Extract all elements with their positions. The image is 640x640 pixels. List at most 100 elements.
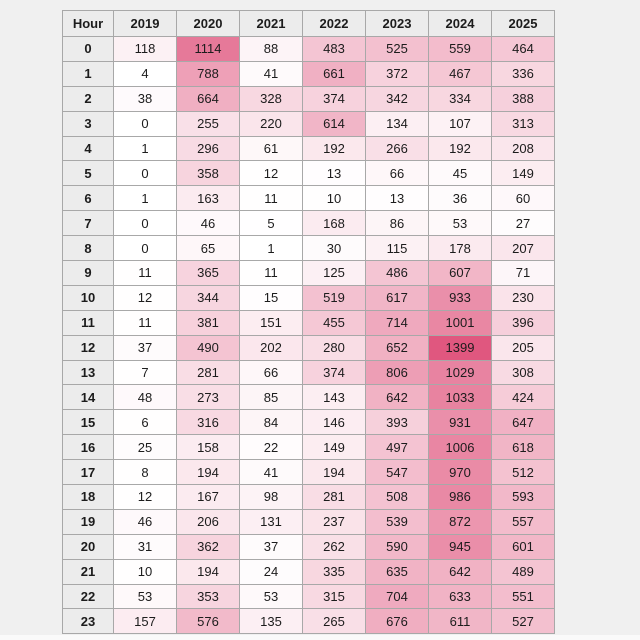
table-cell: 455 <box>302 309 366 336</box>
column-header-year: 2021 <box>239 10 303 37</box>
table-cell: 53 <box>239 583 303 610</box>
table-cell: 265 <box>302 608 366 635</box>
table-cell: 593 <box>491 484 555 510</box>
table-cell: 10 <box>113 558 177 585</box>
table-cell: 46 <box>176 210 240 237</box>
row-header-hour: 8 <box>62 235 114 262</box>
table-cell: 158 <box>176 434 240 461</box>
table-cell: 149 <box>491 160 555 187</box>
table-cell: 168 <box>302 210 366 237</box>
row-header-hour: 23 <box>62 608 114 635</box>
table-cell: 512 <box>491 459 555 486</box>
table-row: 12 37 490 202 280 652 1399 205 <box>62 334 555 361</box>
table-cell: 618 <box>491 434 555 461</box>
table-cell: 704 <box>365 583 429 610</box>
table-cell: 205 <box>491 334 555 361</box>
table-cell: 11 <box>239 185 303 212</box>
table-row: 4 1 296 61 192 266 192 208 <box>62 135 555 162</box>
table-cell: 22 <box>239 434 303 461</box>
table-cell: 557 <box>491 508 555 535</box>
table-cell: 590 <box>365 533 429 560</box>
table-row: 11 11 381 151 455 714 1001 396 <box>62 309 555 336</box>
table-row: 10 12 344 15 519 617 933 230 <box>62 284 555 311</box>
table-cell: 194 <box>176 459 240 486</box>
table-cell: 41 <box>239 459 303 486</box>
table-cell: 508 <box>365 484 429 510</box>
row-header-hour: 0 <box>62 36 114 62</box>
table-cell: 107 <box>428 110 492 137</box>
table-cell: 86 <box>365 210 429 237</box>
table-body: 0 118 1114 88 483 525 559 464 1 4 788 41 661 372 467 33… <box>62 36 555 635</box>
table-cell: 362 <box>176 533 240 560</box>
table-cell: 611 <box>428 608 492 635</box>
table-cell: 25 <box>113 434 177 461</box>
table-cell: 281 <box>302 484 366 510</box>
table-cell: 151 <box>239 309 303 336</box>
table-cell: 1 <box>239 235 303 262</box>
table-cell: 0 <box>113 110 177 137</box>
table-cell: 4 <box>113 60 177 87</box>
column-header-year: 2025 <box>491 10 555 37</box>
table-row: 0 118 1114 88 483 525 559 464 <box>62 36 555 62</box>
table-cell: 10 <box>302 185 366 212</box>
table-row: 13 7 281 66 374 806 1029 308 <box>62 359 555 386</box>
row-header-hour: 16 <box>62 434 114 461</box>
table-cell: 483 <box>302 36 366 62</box>
table-cell: 986 <box>428 484 492 510</box>
column-header-year: 2024 <box>428 10 492 37</box>
table-row: 7 0 46 5 168 86 53 27 <box>62 210 555 237</box>
table-cell: 617 <box>365 284 429 311</box>
table-cell: 393 <box>365 409 429 436</box>
table-cell: 396 <box>491 309 555 336</box>
table-cell: 365 <box>176 260 240 286</box>
row-header-hour: 14 <box>62 384 114 411</box>
table-cell: 13 <box>302 160 366 187</box>
table-cell: 37 <box>239 533 303 560</box>
row-header-hour: 6 <box>62 185 114 212</box>
table-cell: 115 <box>365 235 429 262</box>
table-cell: 372 <box>365 60 429 87</box>
table-cell: 36 <box>428 185 492 212</box>
table-cell: 607 <box>428 260 492 286</box>
table-cell: 48 <box>113 384 177 411</box>
table-cell: 358 <box>176 160 240 187</box>
table-cell: 489 <box>491 558 555 585</box>
table-cell: 12 <box>113 284 177 311</box>
table-cell: 497 <box>365 434 429 461</box>
table-cell: 202 <box>239 334 303 361</box>
row-header-hour: 4 <box>62 135 114 162</box>
table-cell: 652 <box>365 334 429 361</box>
table-cell: 143 <box>302 384 366 411</box>
table-cell: 464 <box>491 36 555 62</box>
row-header-hour: 12 <box>62 334 114 361</box>
row-header-hour: 18 <box>62 484 114 510</box>
table-cell: 614 <box>302 110 366 137</box>
table-cell: 41 <box>239 60 303 87</box>
table-row: 9 11 365 11 125 486 607 71 <box>62 260 555 286</box>
table-cell: 551 <box>491 583 555 610</box>
table-cell: 118 <box>113 36 177 62</box>
table-cell: 806 <box>365 359 429 386</box>
table-cell: 88 <box>239 36 303 62</box>
table-row: 17 8 194 41 194 547 970 512 <box>62 459 555 486</box>
table-cell: 353 <box>176 583 240 610</box>
row-header-hour: 21 <box>62 558 114 585</box>
table-cell: 31 <box>113 533 177 560</box>
table-cell: 266 <box>365 135 429 162</box>
row-header-hour: 5 <box>62 160 114 187</box>
table-cell: 262 <box>302 533 366 560</box>
table-row: 18 12 167 98 281 508 986 593 <box>62 484 555 510</box>
table-cell: 308 <box>491 359 555 386</box>
row-header-hour: 2 <box>62 85 114 112</box>
column-header-year: 2020 <box>176 10 240 37</box>
table-cell: 486 <box>365 260 429 286</box>
table-cell: 53 <box>113 583 177 610</box>
row-header-hour: 19 <box>62 508 114 535</box>
table-cell: 676 <box>365 608 429 635</box>
row-header-hour: 9 <box>62 260 114 286</box>
table-cell: 328 <box>239 85 303 112</box>
table-cell: 135 <box>239 608 303 635</box>
table-cell: 970 <box>428 459 492 486</box>
table-cell: 15 <box>239 284 303 311</box>
table-cell: 30 <box>302 235 366 262</box>
